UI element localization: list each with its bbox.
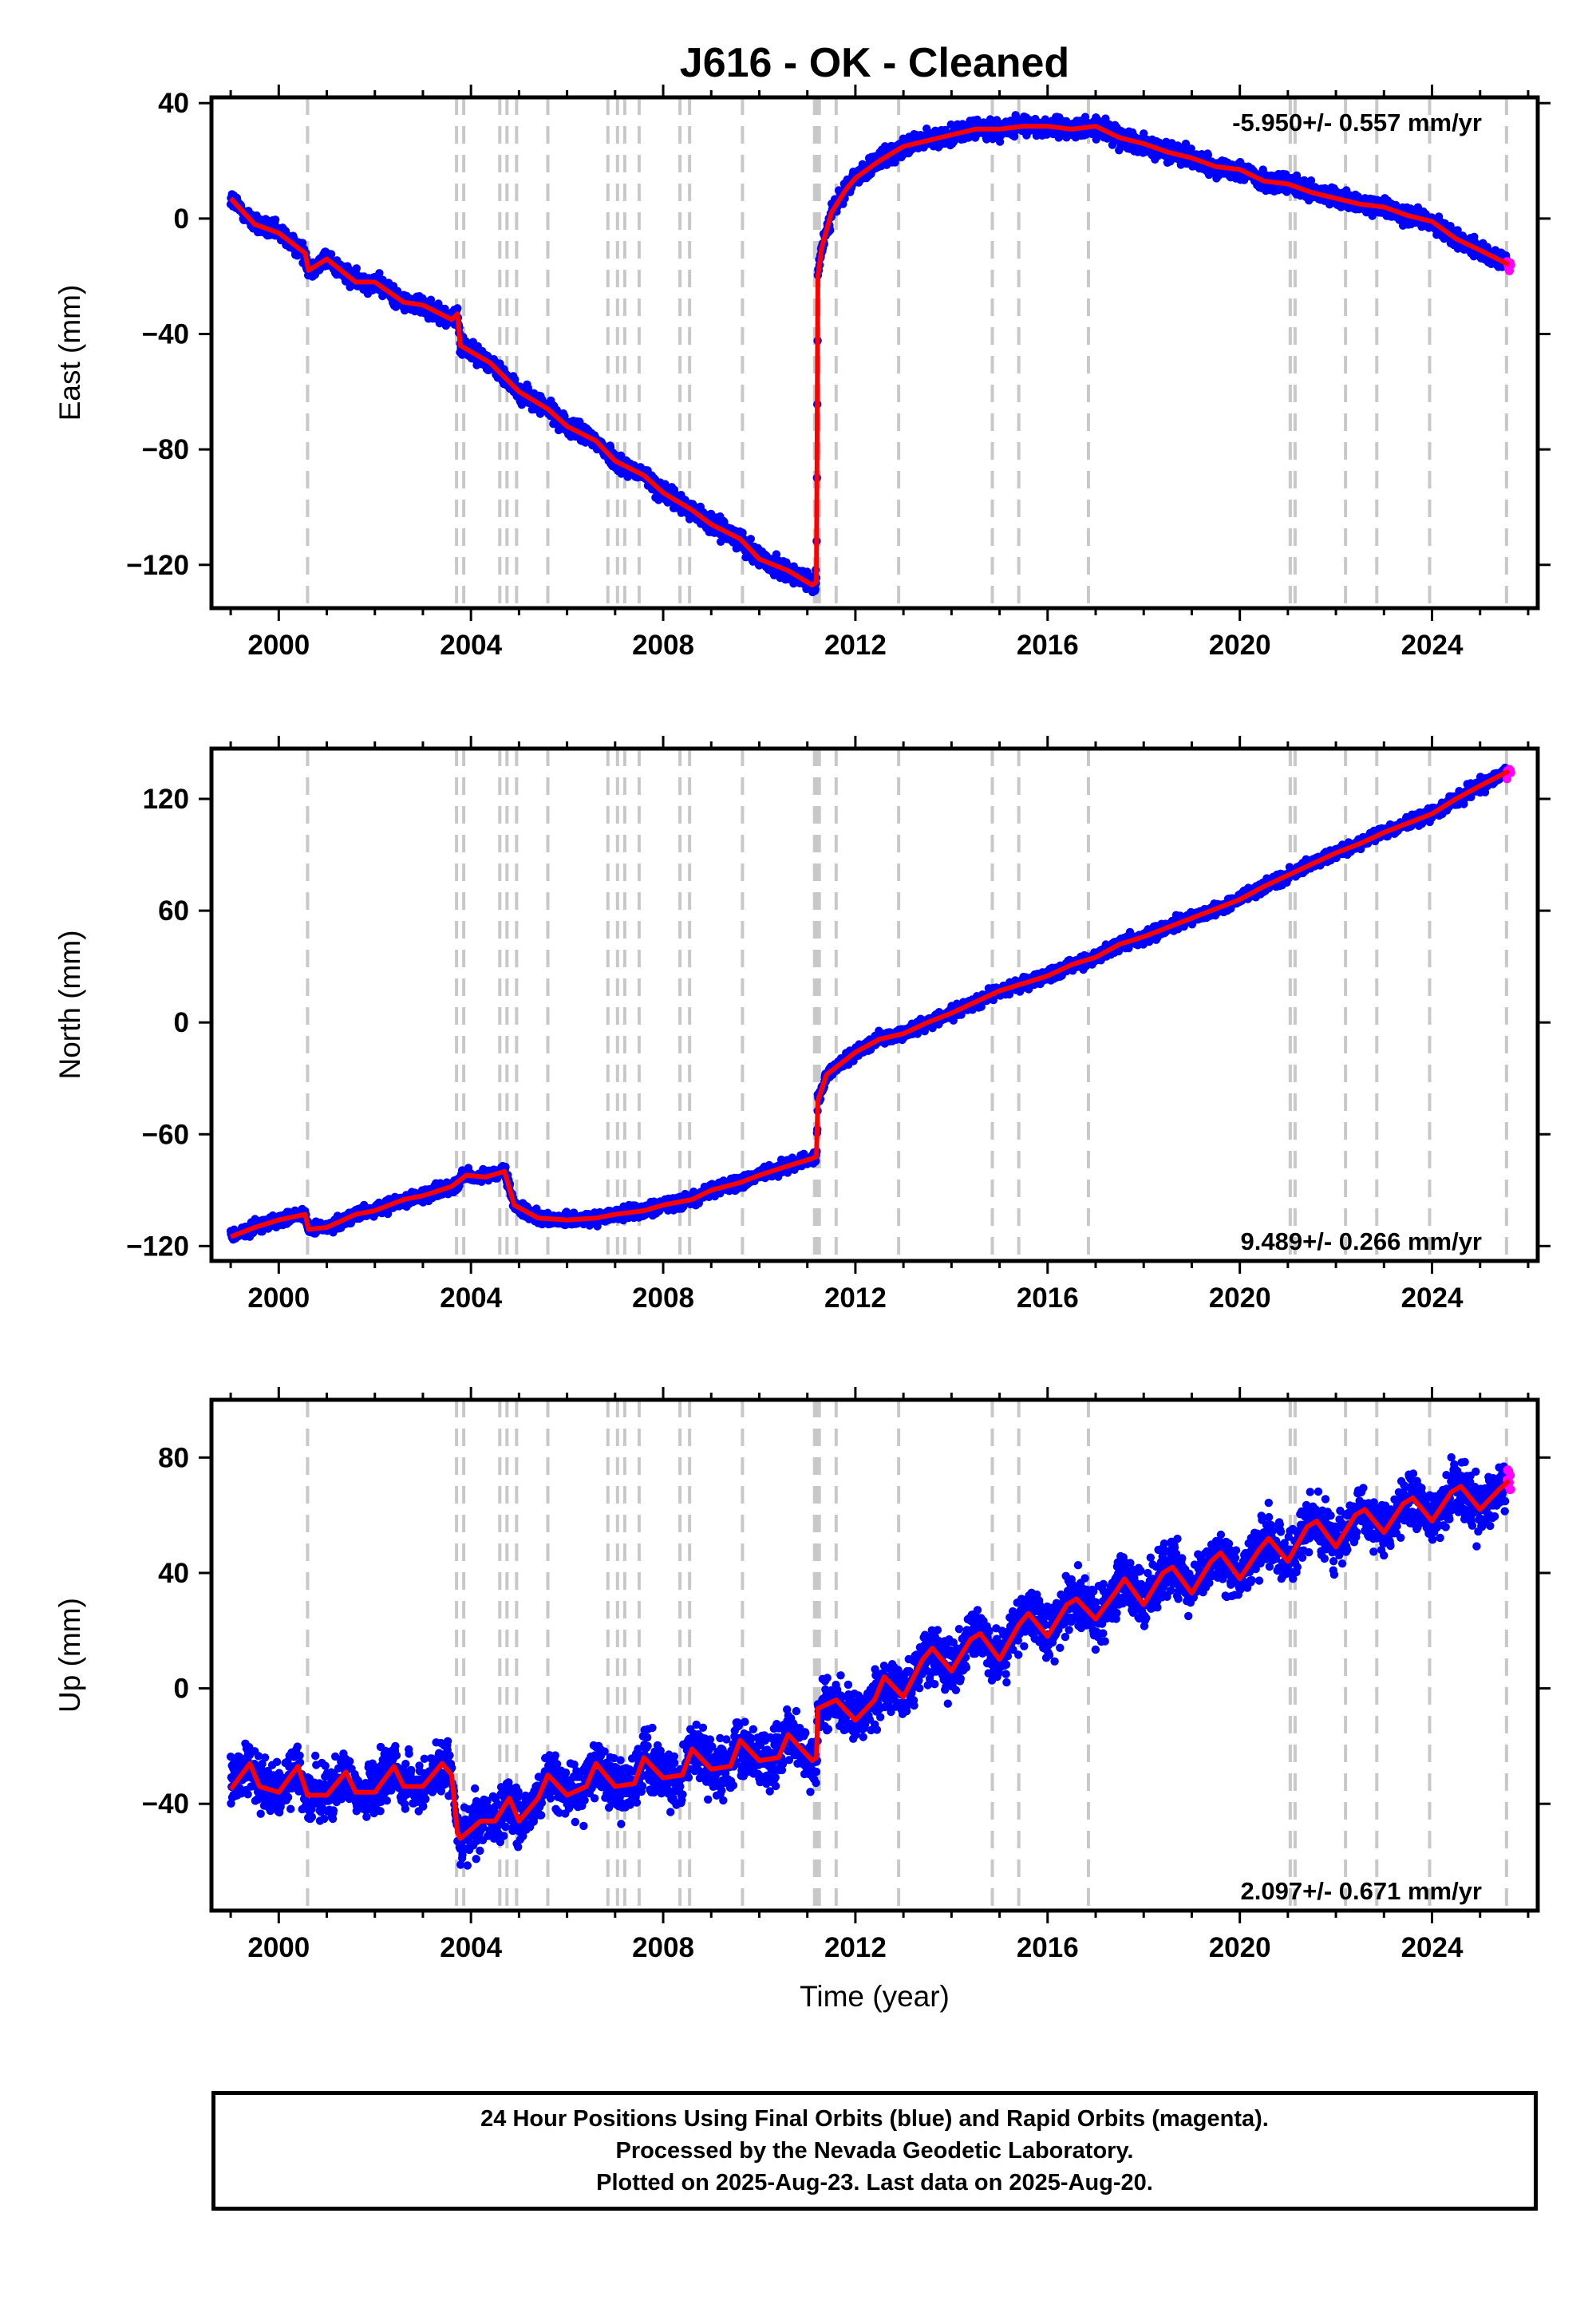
data-point <box>738 528 747 537</box>
data-point <box>1453 226 1462 235</box>
data-point <box>772 550 781 559</box>
y-tick-label: 40 <box>158 88 189 119</box>
figure-title: J616 - OK - Cleaned <box>680 40 1069 86</box>
data-point <box>352 264 361 273</box>
model-fit-line <box>228 124 1511 588</box>
data-point <box>1140 129 1148 138</box>
data-point <box>995 137 1005 146</box>
data-point <box>453 304 462 313</box>
rate-label: -5.950+/- 0.557 mm/yr <box>1232 109 1482 136</box>
x-tick-label: 2012 <box>824 630 887 661</box>
rapid-orbit-points <box>1503 257 1515 275</box>
data-point <box>1306 176 1316 185</box>
plot-frame <box>209 95 1540 611</box>
x-tick-label: 2004 <box>440 630 502 661</box>
data-point <box>375 269 384 278</box>
data-point <box>326 250 336 259</box>
data-point <box>1187 144 1195 153</box>
data-point <box>746 535 755 543</box>
x-tick-label: 2000 <box>247 630 310 661</box>
final-orbit-points <box>226 111 1511 597</box>
data-point <box>1181 139 1191 148</box>
north-panel: 2000 2004 2008 2012 2016 2020 2024−120−6006012… <box>53 736 1551 1314</box>
x-tick-label: 2016 <box>1017 630 1079 661</box>
data-point <box>1203 151 1213 160</box>
x-tick-label: 2024 <box>1401 630 1464 661</box>
x-tick-label: 2008 <box>632 630 694 661</box>
x-tick-label: 2020 <box>1209 630 1271 661</box>
y-tick-label: 0 <box>174 204 189 235</box>
east-panel: 2000 2004 2008 2012 2016 2020 2024 −120 −80 −40 0 4… <box>53 85 1551 661</box>
data-point <box>720 517 729 527</box>
data-point <box>271 215 280 224</box>
final-orbit-points <box>226 763 1511 1244</box>
y-tick-label: −120 <box>126 550 189 581</box>
y-tick-label: −80 <box>142 434 189 465</box>
y-tick-label: −40 <box>142 318 189 350</box>
panels-group: 2000 2004 2008 2012 2016 2020 2024 −120 −80 −40 0 4… <box>53 85 1551 2013</box>
y-axis-label: East (mm) <box>53 285 86 421</box>
